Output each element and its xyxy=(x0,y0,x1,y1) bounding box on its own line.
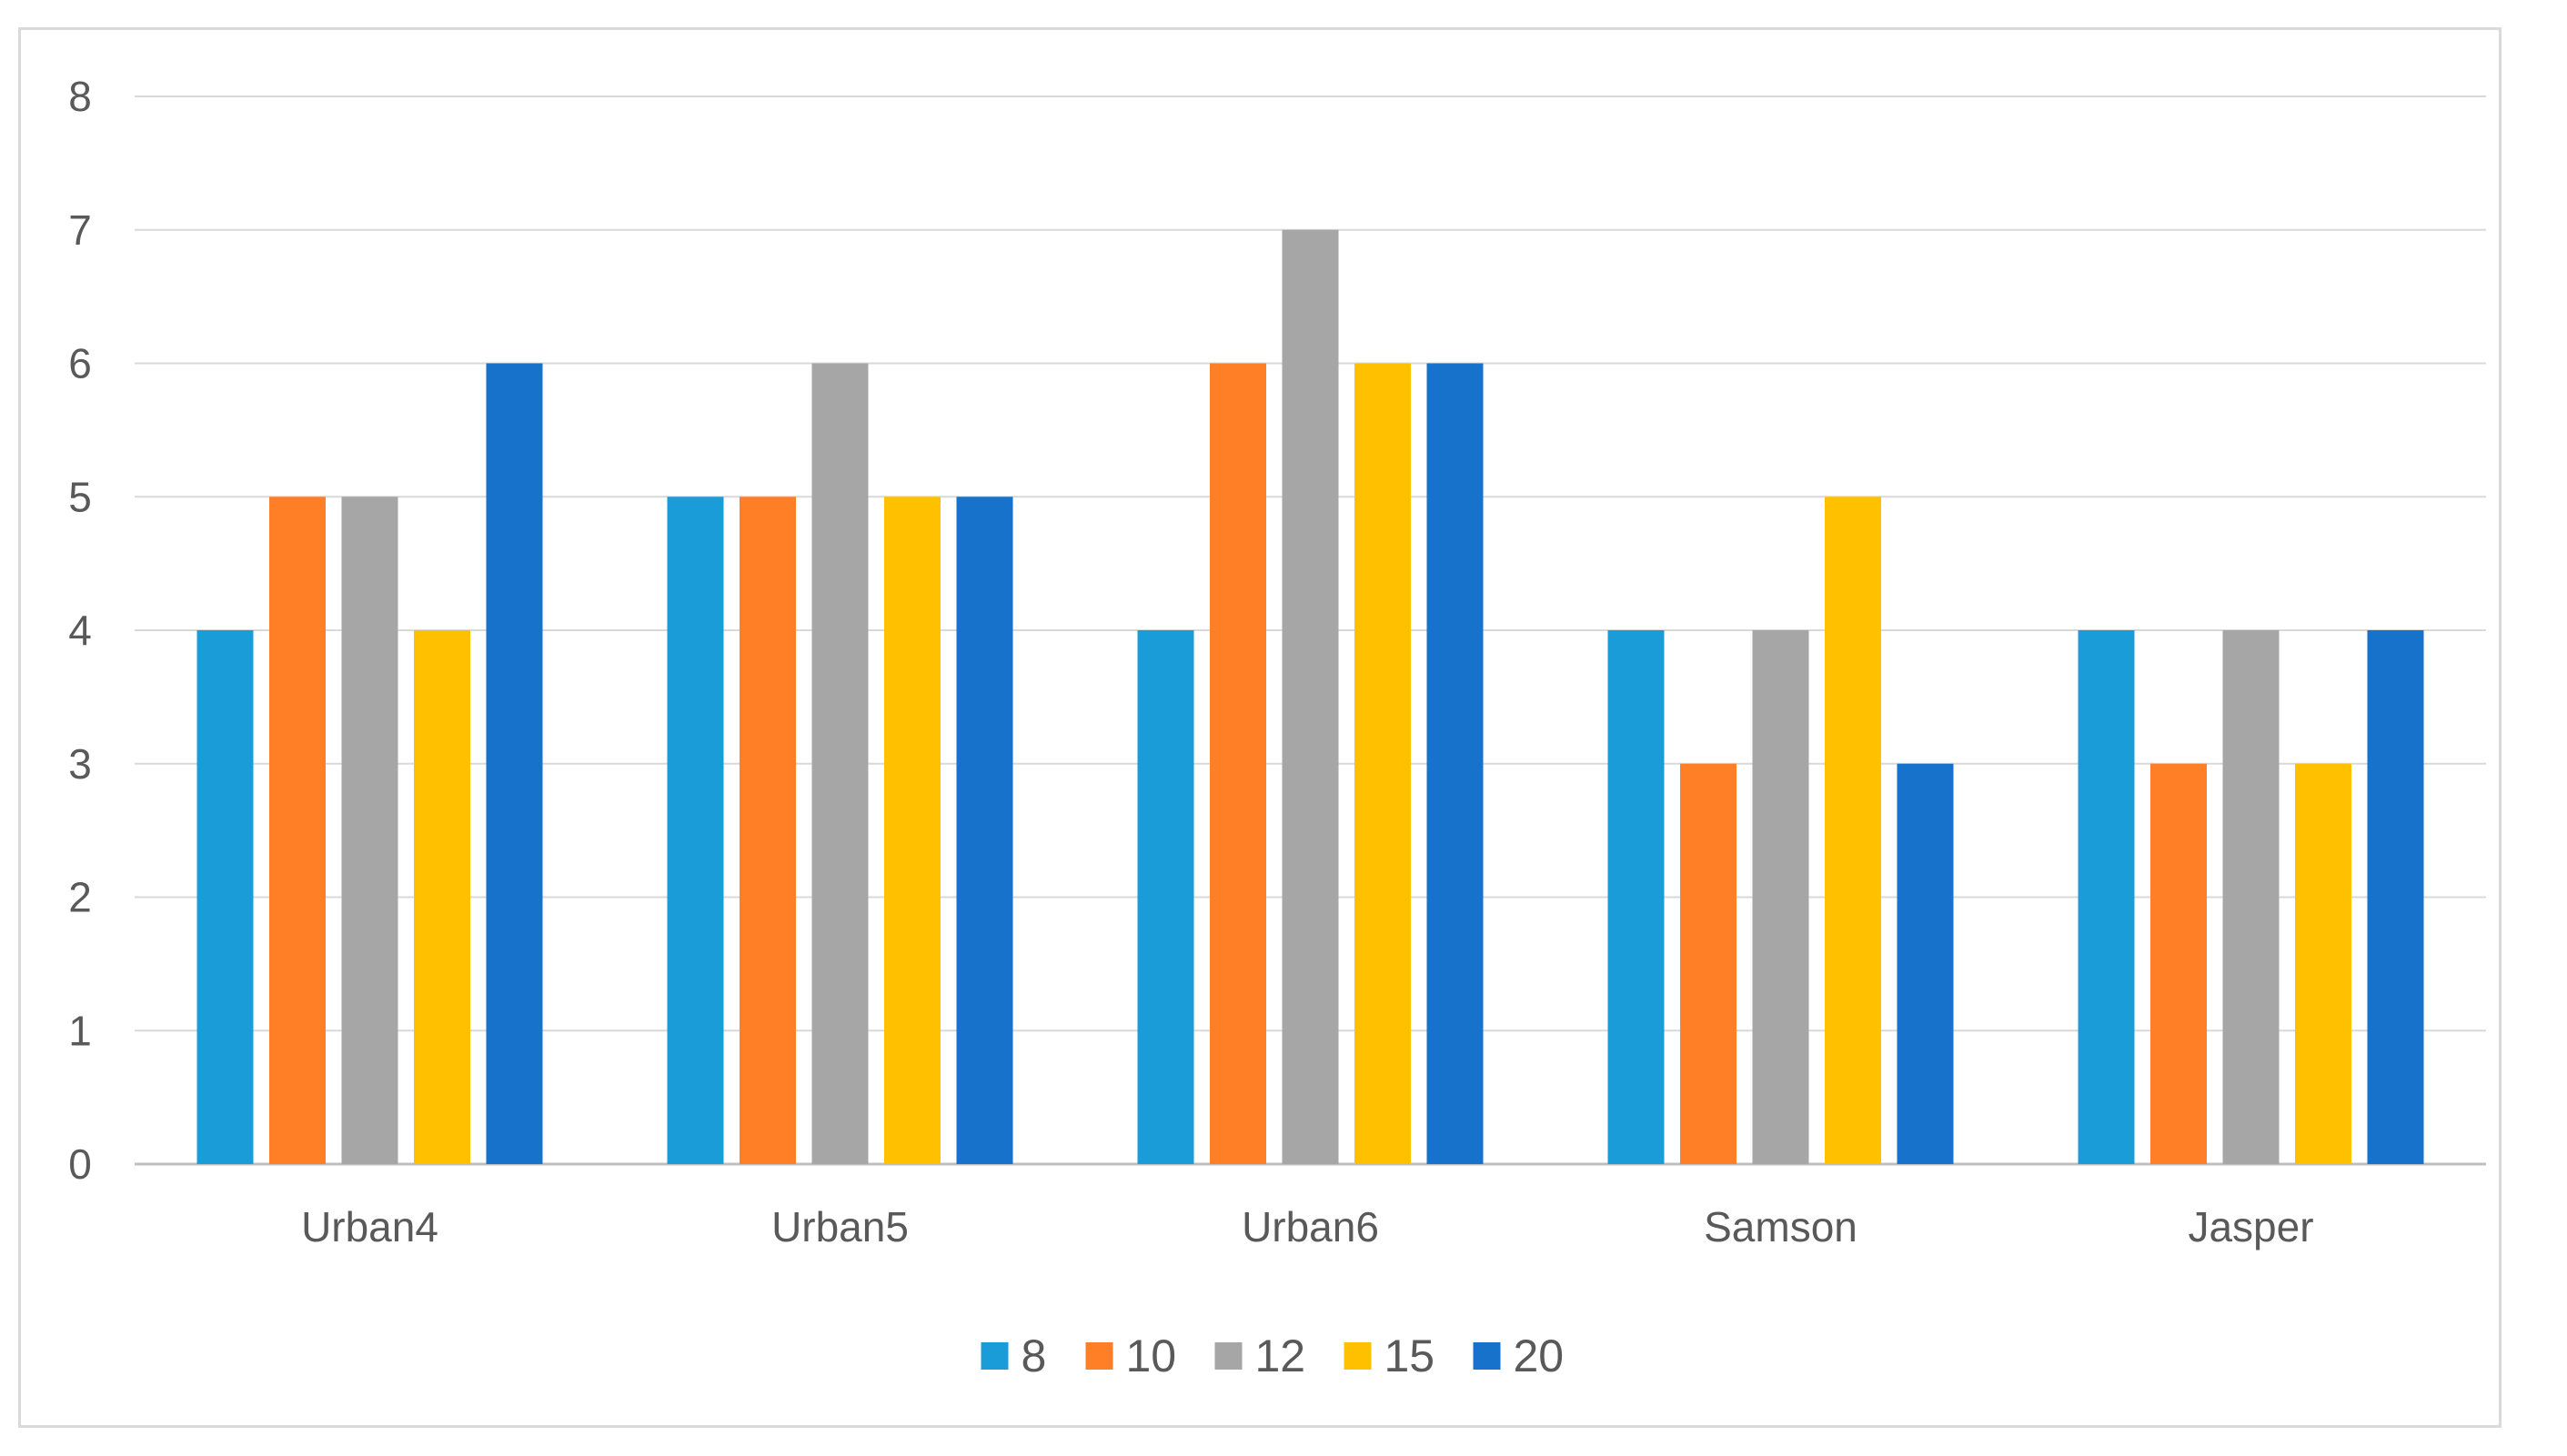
y-axis-tick-labels: 0 1 2 3 4 5 6 7 8 xyxy=(68,73,92,1188)
x-category-label: Urban6 xyxy=(1242,1203,1379,1250)
bar-jasper-series-12 xyxy=(2222,630,2280,1164)
y-tick-label: 2 xyxy=(68,874,92,921)
bar-urban4-series-12 xyxy=(341,497,398,1164)
bar-jasper-series-15 xyxy=(2295,763,2351,1164)
bar-samson-series-20 xyxy=(1897,763,1954,1164)
legend-label: 20 xyxy=(1514,1330,1565,1381)
bar-urban4-series-10 xyxy=(269,497,326,1164)
bar-urban6-series-15 xyxy=(1354,363,1411,1164)
x-category-label: Jasper xyxy=(2188,1203,2313,1250)
legend-item-15: 15 xyxy=(1344,1330,1435,1381)
bar-jasper-series-8 xyxy=(2078,630,2135,1164)
legend-item-8: 8 xyxy=(981,1330,1047,1381)
x-category-label: Samson xyxy=(1704,1203,1857,1250)
y-tick-label: 5 xyxy=(68,473,92,520)
y-tick-label: 7 xyxy=(68,206,92,254)
bar-samson-series-15 xyxy=(1825,497,1881,1164)
y-tick-label: 1 xyxy=(68,1007,92,1054)
bar-jasper-series-20 xyxy=(2367,630,2424,1164)
legend-swatch xyxy=(1344,1342,1372,1370)
bars xyxy=(196,229,2424,1164)
legend-swatch xyxy=(1085,1342,1113,1370)
bar-urban5-series-8 xyxy=(667,497,724,1164)
bar-urban4-series-8 xyxy=(196,630,254,1164)
bar-urban5-series-10 xyxy=(740,497,796,1164)
legend-label: 12 xyxy=(1255,1330,1306,1381)
bar-urban4-series-20 xyxy=(486,363,543,1164)
legend-item-10: 10 xyxy=(1085,1330,1177,1381)
legend-label: 10 xyxy=(1126,1330,1177,1381)
x-axis-category-labels: Urban4 Urban5 Urban6 Samson Jasper xyxy=(301,1203,2313,1250)
bar-urban5-series-20 xyxy=(956,497,1013,1164)
bar-urban6-series-8 xyxy=(1137,630,1194,1164)
legend-item-20: 20 xyxy=(1473,1330,1565,1381)
bar-samson-series-8 xyxy=(1607,630,1665,1164)
y-tick-label: 4 xyxy=(68,607,92,654)
legend-item-12: 12 xyxy=(1214,1330,1306,1381)
bar-urban6-series-10 xyxy=(1210,363,1266,1164)
y-tick-label: 3 xyxy=(68,740,92,788)
legend-swatch xyxy=(1473,1342,1501,1370)
bar-urban6-series-12 xyxy=(1282,229,1339,1164)
y-tick-label: 8 xyxy=(68,73,92,120)
legend-label: 15 xyxy=(1384,1330,1435,1381)
x-category-label: Urban4 xyxy=(301,1203,438,1250)
bar-samson-series-10 xyxy=(1680,763,1736,1164)
legend: 8 10 12 15 20 xyxy=(981,1330,1565,1381)
y-tick-label: 6 xyxy=(68,340,92,387)
legend-label: 8 xyxy=(1022,1330,1047,1381)
bar-jasper-series-10 xyxy=(2150,763,2207,1164)
bar-urban4-series-15 xyxy=(414,630,470,1164)
legend-swatch xyxy=(981,1342,1009,1370)
x-category-label: Urban5 xyxy=(771,1203,909,1250)
bar-samson-series-12 xyxy=(1752,630,1809,1164)
bar-urban5-series-15 xyxy=(884,497,941,1164)
legend-swatch xyxy=(1214,1342,1243,1370)
bar-urban6-series-20 xyxy=(1426,363,1484,1164)
y-tick-label: 0 xyxy=(68,1140,92,1188)
bar-urban5-series-12 xyxy=(811,363,869,1164)
